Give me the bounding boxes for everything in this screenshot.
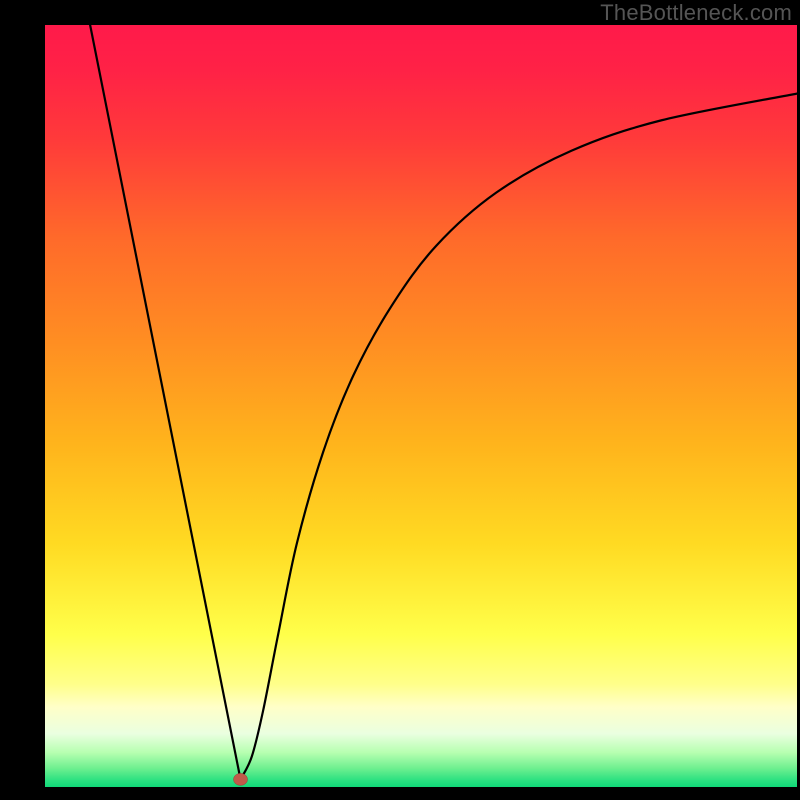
minimum-marker (45, 25, 797, 787)
watermark-text: TheBottleneck.com (600, 0, 792, 26)
outer-frame: TheBottleneck.com (0, 0, 800, 800)
plot-area (45, 25, 797, 787)
minimum-marker-dot (234, 773, 248, 785)
